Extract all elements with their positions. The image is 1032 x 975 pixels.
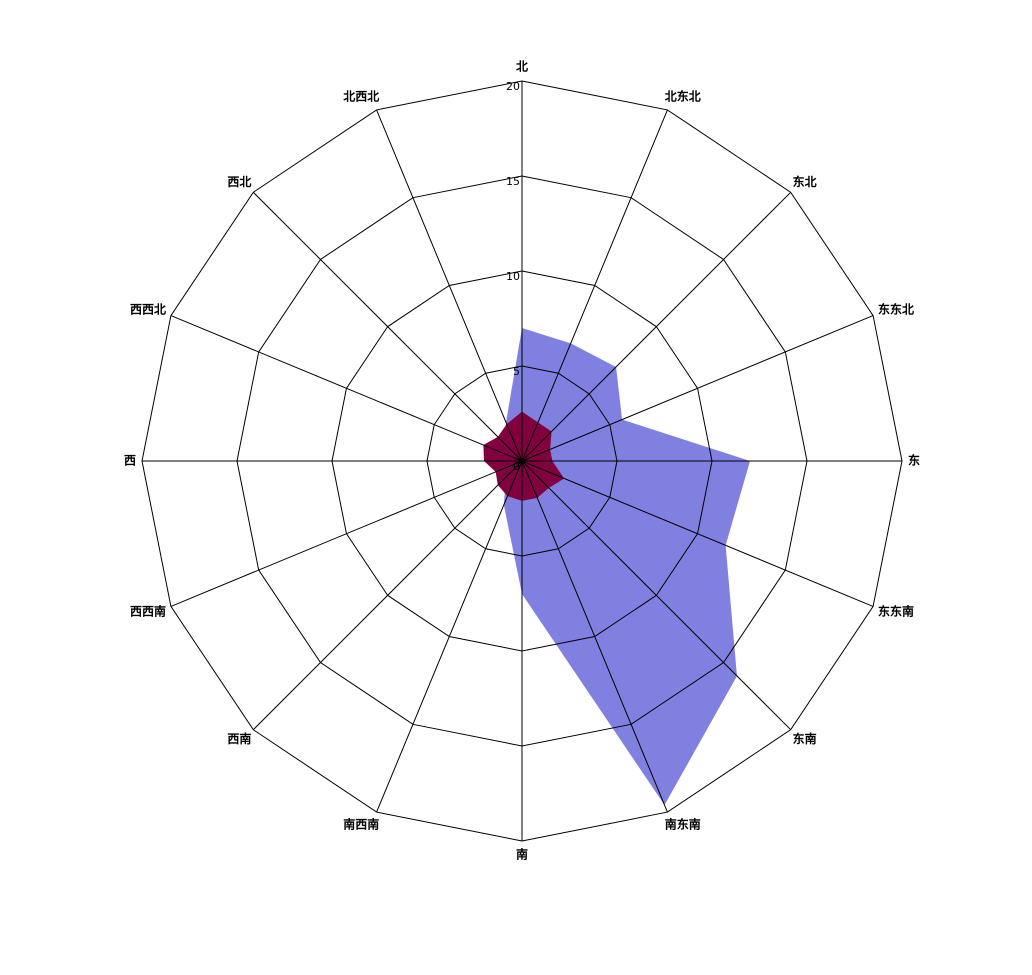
spoke xyxy=(252,191,523,462)
spoke xyxy=(521,191,792,462)
category-label: 东东北 xyxy=(878,302,914,317)
category-label: 东北 xyxy=(793,174,817,189)
tick-label: 5 xyxy=(513,365,520,378)
category-label: 南西南 xyxy=(343,817,379,832)
category-label: 西西北 xyxy=(130,302,166,317)
tick-label: 10 xyxy=(506,270,520,283)
spoke xyxy=(521,460,792,731)
spoke xyxy=(521,109,668,462)
spoke xyxy=(252,460,523,731)
spoke xyxy=(170,460,523,607)
category-label: 北 xyxy=(516,59,528,74)
category-label: 北东北 xyxy=(665,88,701,103)
category-label: 西 xyxy=(124,454,136,468)
category-label: 西北 xyxy=(227,174,251,189)
series-area xyxy=(495,328,750,806)
category-label: 西西南 xyxy=(130,603,166,618)
category-label: 南东南 xyxy=(665,817,701,832)
tick-label: 20 xyxy=(506,80,520,93)
spoke xyxy=(521,460,874,607)
spoke xyxy=(376,460,523,813)
category-label: 南 xyxy=(516,847,528,862)
spoke xyxy=(376,109,523,462)
spoke xyxy=(170,315,523,462)
tick-label: 15 xyxy=(506,175,520,188)
spoke xyxy=(521,315,874,462)
category-label: 北西北 xyxy=(343,88,379,103)
category-label: 东东南 xyxy=(878,603,914,618)
category-label: 东 xyxy=(908,453,920,468)
category-label: 东南 xyxy=(793,731,817,746)
category-label: 西南 xyxy=(227,731,251,746)
spoke xyxy=(521,460,668,813)
